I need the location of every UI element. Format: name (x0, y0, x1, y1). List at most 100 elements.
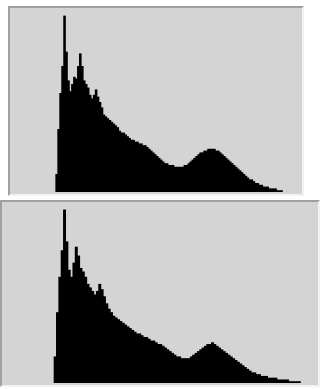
histogram-bin (117, 319, 121, 383)
histogram-bin (138, 143, 141, 192)
histogram-bin (157, 157, 161, 192)
histogram-bin (274, 377, 278, 383)
histogram-bin (242, 174, 246, 192)
histogram-bin (297, 381, 301, 383)
histogram-bin (81, 66, 84, 192)
histogram-bin (290, 381, 294, 383)
histogram-bin (150, 150, 153, 192)
histogram-bin (270, 188, 273, 192)
histogram-bin (157, 344, 160, 383)
histogram-bin (67, 269, 71, 383)
histogram-bin (187, 163, 191, 192)
histogram-bin (110, 121, 114, 192)
histogram-bin (121, 322, 125, 383)
histogram-bin (93, 294, 97, 383)
histogram-bin (205, 150, 208, 192)
histogram-bin (60, 250, 64, 383)
histogram-bin (257, 374, 261, 383)
histogram-bin (57, 129, 60, 192)
histogram-bin (175, 356, 179, 383)
histogram-bin (122, 132, 125, 192)
histogram-bin (168, 351, 172, 383)
histogram-bin (110, 312, 113, 383)
histogram-bin (133, 331, 137, 383)
histogram-bin (260, 184, 264, 192)
histogram-bin (70, 276, 74, 383)
histogram-bin (199, 152, 202, 192)
histogram-bin (217, 150, 220, 192)
histogram-bin (228, 161, 232, 192)
histogram-bin (211, 342, 214, 383)
histogram-bin (288, 381, 292, 383)
histogram-bin (134, 141, 137, 192)
histogram-bin (77, 255, 81, 383)
histogram-bin (169, 165, 173, 192)
histogram-bin (258, 184, 262, 192)
histogram-bin (126, 326, 130, 383)
histogram-bin (63, 209, 67, 383)
histogram-bin (286, 379, 290, 383)
histogram-bin (234, 166, 238, 192)
histogram-bin (266, 186, 269, 192)
histogram-bin (206, 344, 210, 383)
histogram-bin (128, 138, 131, 192)
histogram-bin (246, 368, 250, 383)
histogram-bin (59, 93, 62, 192)
histogram-bin (229, 356, 233, 383)
histogram-bin (120, 132, 124, 192)
histogram-bin (166, 349, 170, 383)
histogram-bin (118, 130, 122, 192)
histogram-bin (130, 139, 133, 192)
histogram-bin (71, 84, 74, 192)
histogram-bin (227, 354, 231, 383)
histogram-bin (152, 152, 155, 192)
histogram-bin (194, 352, 198, 383)
histogram-bin (222, 351, 226, 383)
histogram-bin (248, 370, 252, 383)
histogram-bin (220, 349, 224, 383)
histogram-bin (86, 87, 90, 192)
histogram-bin (171, 352, 175, 383)
histogram-bin (155, 156, 159, 192)
histogram-bin (180, 358, 184, 383)
histogram-bin (241, 365, 245, 383)
histogram-bin (136, 141, 139, 192)
histogram-bin (84, 84, 88, 192)
histogram-bin (175, 166, 179, 192)
histogram-bin (283, 379, 287, 383)
histogram-bin (274, 188, 277, 192)
histogram-bin (234, 359, 238, 383)
histogram-bin (164, 347, 167, 383)
histogram-bin (147, 338, 151, 383)
histogram-bin (126, 136, 129, 192)
histogram-bin (161, 161, 165, 192)
histogram-bin (124, 324, 128, 383)
histogram-bin (238, 170, 242, 192)
histogram-bin (236, 361, 240, 383)
histogram-bin (203, 150, 206, 192)
histogram-bin (145, 336, 149, 383)
histogram-bin (142, 336, 146, 383)
histogram-bin (208, 344, 212, 383)
histogram-bin (75, 78, 78, 192)
histogram-bin (124, 134, 127, 192)
histogram-panel-top (8, 6, 304, 196)
histogram-bin (94, 89, 98, 192)
histogram-bin (250, 179, 254, 192)
histogram-bin (272, 377, 276, 383)
histogram-bin (243, 367, 247, 383)
histogram-bin (239, 363, 243, 383)
histogram-bin (100, 107, 104, 192)
histogram-bin (293, 381, 297, 383)
histogram-bin (268, 188, 271, 192)
histogram-bin (182, 358, 186, 383)
histogram-bin (236, 168, 240, 192)
histogram-bin (81, 271, 85, 383)
histogram-bin (246, 177, 250, 192)
histogram-bin (55, 174, 58, 192)
histogram-bin (77, 66, 80, 192)
histogram-bin (213, 148, 216, 192)
histogram-bin (211, 148, 214, 192)
histogram-bin (65, 51, 68, 192)
histogram-bin (61, 66, 64, 192)
